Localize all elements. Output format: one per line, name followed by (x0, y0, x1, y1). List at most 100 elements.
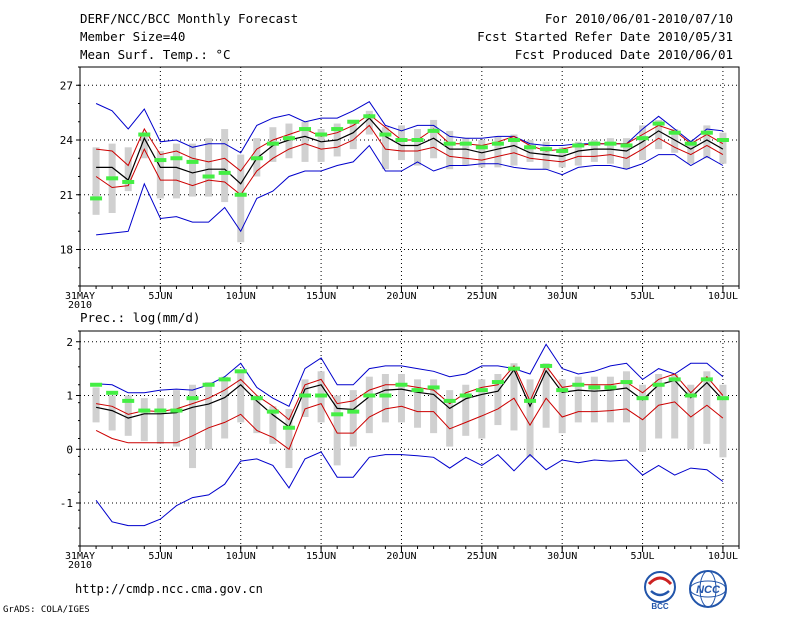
spread-bar (92, 387, 100, 423)
x-tick-label: 15JUN (306, 291, 336, 302)
observed-mark (234, 369, 247, 374)
spread-bar (446, 390, 454, 447)
spread-bar (558, 147, 566, 168)
x-tick-label: 10JUN (226, 291, 256, 302)
observed-mark (299, 127, 312, 132)
x-tick-label: 5JUN (148, 291, 172, 302)
y-tick-label: 18 (60, 244, 73, 257)
observed-mark (716, 138, 729, 142)
spread-bar (622, 138, 630, 170)
bcc-logo-text: BCC (651, 602, 669, 611)
observed-mark (122, 398, 135, 403)
observed-mark (395, 138, 408, 142)
spread-bar (172, 143, 180, 199)
spread-bar (237, 371, 245, 423)
observed-mark (234, 192, 247, 197)
observed-mark (540, 363, 553, 368)
x-tick-sublabel: 2010 (68, 300, 92, 311)
forecast-produced-date: Fcst Produced Date 2010/06/01 (514, 47, 733, 62)
observed-mark (459, 393, 472, 398)
spread-bar (124, 395, 132, 436)
x-tick-label: 31MAY (65, 551, 95, 562)
spread-bar (269, 406, 277, 444)
observed-mark (524, 398, 537, 403)
observed-mark (379, 393, 392, 398)
spread-bar (92, 147, 100, 215)
observed-mark (218, 170, 231, 175)
spread-bar (671, 129, 679, 153)
observed-mark (282, 136, 295, 141)
spread-bar (189, 384, 197, 469)
observed-mark (331, 412, 344, 417)
spread-bar (478, 379, 486, 439)
y-tick-label: 1 (66, 390, 73, 403)
observed-mark (315, 393, 328, 398)
spread-bar (397, 125, 405, 161)
observed-mark (186, 396, 199, 401)
spread-bar (462, 138, 470, 166)
x-tick-label: 10JUN (226, 551, 256, 562)
observed-mark (652, 121, 665, 126)
spread-bar (253, 395, 261, 434)
y-tick-label: 0 (66, 443, 73, 456)
observed-mark (556, 388, 569, 393)
spread-bar (365, 110, 373, 135)
spread-bar (189, 143, 197, 197)
observed-mark (363, 393, 376, 398)
series-line-lower (95, 124, 724, 196)
series-line-mean (95, 368, 724, 428)
observed-mark (507, 366, 520, 371)
observed-mark (700, 377, 713, 382)
x-tick-label: 5JUL (631, 291, 655, 302)
spread-bar (606, 138, 614, 164)
spread-bar (140, 132, 148, 159)
spread-bar (349, 390, 357, 447)
chart-title: DERF/NCC/BCC Monthly Forecast (80, 11, 299, 26)
variable-label: Mean Surf. Temp.: °C (80, 47, 231, 62)
observed-mark (540, 147, 553, 152)
observed-mark (572, 143, 585, 148)
observed-mark (572, 382, 585, 387)
y-tick-label: 27 (60, 79, 73, 92)
spread-bar (285, 123, 293, 159)
spread-bar (526, 140, 534, 162)
observed-mark (556, 148, 569, 153)
spread-bar (671, 374, 679, 439)
spread-bar (349, 119, 357, 150)
spread-bar (156, 398, 164, 444)
spread-bar (510, 363, 518, 431)
spread-bar (494, 136, 502, 168)
observed-mark (588, 141, 601, 146)
observed-mark (218, 377, 231, 382)
observed-mark (299, 393, 312, 398)
spread-bar (301, 121, 309, 162)
observed-mark (700, 130, 713, 135)
series-line-mean (96, 117, 724, 185)
spread-bar (639, 384, 647, 452)
bcc-logo-icon: BCC (644, 571, 676, 611)
observed-mark (138, 132, 151, 137)
observed-mark (491, 380, 504, 385)
observed-mark (138, 408, 151, 413)
observed-mark (202, 382, 215, 387)
observed-mark (90, 196, 103, 201)
observed-mark (427, 385, 440, 390)
x-tick-label: 15JUN (306, 551, 336, 562)
spread-bar (622, 371, 630, 423)
observed-mark (684, 141, 697, 146)
spread-bar (205, 382, 213, 450)
forecast-period: For 2010/06/01-2010/07/10 (544, 11, 733, 26)
spread-bar (542, 363, 550, 428)
footer-url[interactable]: http://cmdp.ncc.cma.gov.cn (75, 582, 263, 596)
x-tick-label: 25JUN (467, 551, 497, 562)
observed-mark (604, 385, 617, 390)
observed-mark (315, 132, 328, 137)
y-tick-label: 21 (60, 189, 73, 202)
y-tick-label: 2 (66, 336, 73, 349)
spread-bar (639, 125, 647, 161)
spread-bar (687, 140, 695, 164)
forecast-start-date: Fcst Started Refer Date 2010/05/31 (477, 29, 733, 44)
x-tick-label: 10JUL (708, 291, 738, 302)
